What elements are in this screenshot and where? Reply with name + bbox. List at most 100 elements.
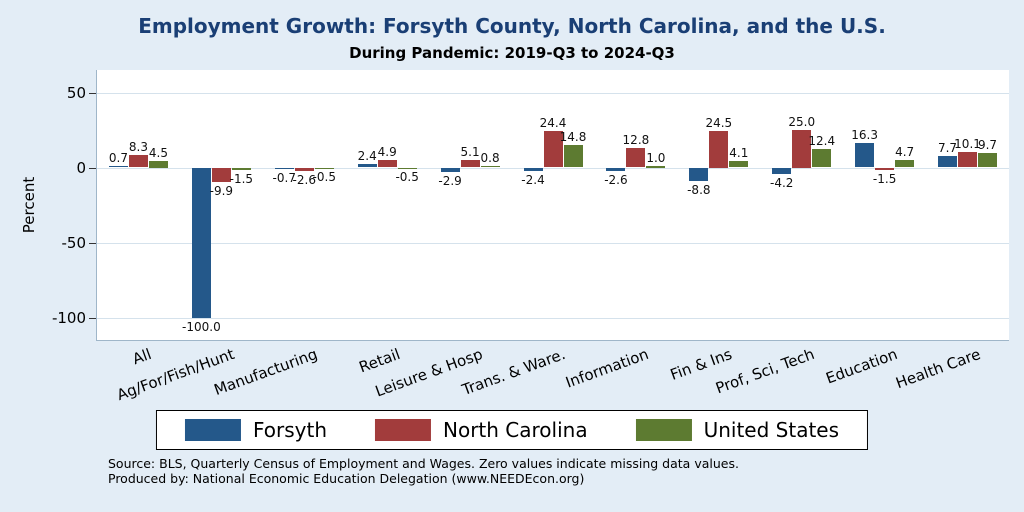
bar <box>314 167 334 169</box>
bar <box>191 167 211 318</box>
bar-value-label: 14.8 <box>559 130 587 145</box>
legend-swatch <box>375 419 431 441</box>
bar <box>211 167 231 183</box>
y-tick-mark <box>89 167 96 169</box>
bar <box>978 152 998 168</box>
bar-value-label: 24.5 <box>705 115 733 130</box>
bar-value-label: -4.2 <box>770 175 794 190</box>
bar <box>855 143 875 168</box>
bar-value-label: -2.4 <box>521 173 545 188</box>
bar-value-label: 24.4 <box>539 115 567 130</box>
bar <box>397 167 417 169</box>
bar-value-label: 5.1 <box>460 144 480 159</box>
y-tick-label: 0 <box>76 158 86 177</box>
bar <box>709 130 729 168</box>
legend-item: North Carolina <box>375 418 588 442</box>
gridline <box>97 92 1009 94</box>
bar <box>772 167 792 174</box>
footer-produced: Produced by: National Economic Education… <box>108 471 585 486</box>
bar-value-label: 0.8 <box>480 151 500 166</box>
footer-source: Source: BLS, Quarterly Census of Employm… <box>108 456 739 471</box>
bar <box>377 160 397 168</box>
bar-value-label: 2.4 <box>357 148 377 163</box>
legend-label: North Carolina <box>443 418 588 442</box>
bar <box>875 167 895 170</box>
bar-value-label: 4.7 <box>895 145 915 160</box>
chart-subtitle: During Pandemic: 2019-Q3 to 2024-Q3 <box>349 44 675 62</box>
gridline <box>97 317 1009 319</box>
y-tick-label: -50 <box>61 233 87 252</box>
legend-label: Forsyth <box>252 418 327 442</box>
plot-area: 0.7 8.3 4.5 -100.0 -9.9 -1.5 -0.7 -2.6 -0.5 2.4 4.… <box>96 70 1009 341</box>
legend-swatch <box>184 419 241 441</box>
bar-value-label: 16.3 <box>851 128 878 143</box>
y-axis-label: Percent <box>20 176 38 234</box>
bar-value-label: 12.8 <box>622 133 650 148</box>
bar <box>128 155 148 168</box>
legend-item: United States <box>635 418 840 442</box>
bar <box>938 155 958 168</box>
bar <box>626 148 646 168</box>
x-category-label: Information <box>563 345 652 392</box>
bar <box>274 167 294 169</box>
bar-value-label: 4.9 <box>377 145 397 160</box>
bar <box>440 167 460 172</box>
bar <box>148 160 168 168</box>
bar-value-label: -9.9 <box>209 184 234 199</box>
bar <box>792 130 812 168</box>
bar-value-label: 10.1 <box>954 137 981 152</box>
x-axis-labels: All Ag/For/Fish/Hunt Manufacturing Retail Le… <box>96 343 1008 418</box>
bar <box>646 166 666 168</box>
bar <box>543 130 563 168</box>
bar <box>729 161 749 168</box>
bar <box>294 167 314 172</box>
x-category-label: Retail <box>356 345 403 377</box>
bar-value-label: 25.0 <box>788 115 816 129</box>
chart-title: Employment Growth: Forsyth County, North… <box>138 14 886 38</box>
legend-label: United States <box>703 418 840 442</box>
bar <box>689 167 709 181</box>
gridline <box>97 242 1009 244</box>
x-category-label: All <box>129 345 154 369</box>
bar-value-label: 9.7 <box>977 137 998 152</box>
legend-item: Forsyth <box>184 418 327 442</box>
bar-value-label: -8.8 <box>687 182 711 197</box>
bar-value-label: -0.7 <box>272 170 296 185</box>
bar-value-label: -2.9 <box>438 173 462 188</box>
bar-value-label: 0.7 <box>108 151 128 166</box>
bar <box>480 166 500 168</box>
bar <box>231 167 251 170</box>
bar-value-label: 4.5 <box>148 145 168 160</box>
bar-value-label: 4.1 <box>729 146 749 161</box>
legend-swatch <box>635 419 692 441</box>
legend: Forsyth North Carolina United States <box>155 410 869 450</box>
bar-value-label: -0.5 <box>312 170 336 185</box>
y-tick-label: 50 <box>66 83 86 102</box>
bar <box>895 160 915 168</box>
y-tick-label: -100 <box>51 308 86 327</box>
y-tick-mark <box>89 92 96 94</box>
y-tick-mark <box>89 242 96 244</box>
bar <box>108 166 128 168</box>
x-category-label: Education <box>823 345 900 388</box>
bar <box>563 145 583 168</box>
bar-value-label: -0.5 <box>395 170 419 185</box>
bar <box>606 167 626 172</box>
bar-value-label: -2.6 <box>604 173 628 188</box>
bar-value-label: -1.5 <box>872 171 897 186</box>
bar <box>812 148 832 168</box>
bar <box>357 163 377 168</box>
bar <box>460 159 480 168</box>
gridline <box>97 167 1009 169</box>
bar-value-label: -100.0 <box>182 319 221 334</box>
bar-value-label: 1.0 <box>646 151 666 165</box>
bar-value-label: -2.6 <box>292 173 316 188</box>
bar-value-label: -1.5 <box>229 171 254 186</box>
bar-value-label: 7.7 <box>937 140 958 155</box>
bar <box>958 152 978 168</box>
bar <box>523 167 543 172</box>
footer: Source: BLS, Quarterly Census of Employm… <box>108 456 739 486</box>
bar-value-label: 8.3 <box>128 140 148 155</box>
x-category-label: Health Care <box>893 345 983 393</box>
y-tick-mark <box>89 317 96 319</box>
